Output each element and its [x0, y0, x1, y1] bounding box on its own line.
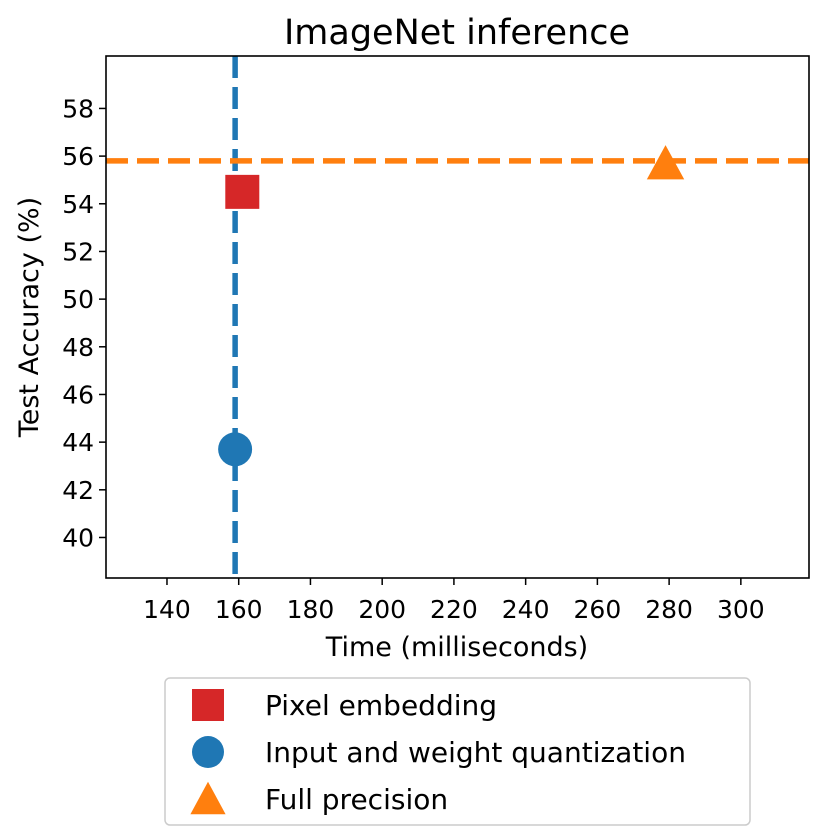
y-tick-label: 46 [62, 380, 94, 409]
x-tick-label: 140 [143, 595, 191, 624]
legend-label: Full precision [265, 783, 448, 816]
x-tick-label: 260 [574, 595, 622, 624]
y-axis: 40 42 44 46 48 50 52 54 56 58 [62, 94, 106, 552]
x-tick-label: 200 [358, 595, 406, 624]
x-tick-label: 280 [645, 595, 693, 624]
data-point-square [225, 174, 260, 209]
x-tick-label: 180 [287, 595, 335, 624]
plot-frame [105, 55, 810, 579]
x-tick-label: 160 [215, 595, 263, 624]
legend-label: Input and weight quantization [265, 736, 686, 769]
x-tick-label: 240 [502, 595, 550, 624]
x-tick-label: 300 [717, 595, 765, 624]
y-tick-label: 44 [62, 428, 94, 457]
legend-marker-triangle [190, 781, 226, 815]
data-markers [218, 145, 685, 467]
y-tick-label: 52 [62, 237, 94, 266]
data-point-triangle [646, 145, 685, 180]
x-tick-label: 220 [430, 595, 478, 624]
y-tick-label: 50 [62, 285, 94, 314]
x-axis-label: Time (milliseconds) [325, 632, 588, 663]
legend-marker-square [192, 689, 224, 721]
legend-box [164, 677, 751, 826]
y-tick-label: 48 [62, 333, 94, 362]
data-point-circle [218, 432, 253, 467]
y-tick-label: 56 [62, 142, 94, 171]
y-tick-label: 54 [62, 190, 94, 219]
y-axis-label: Test Accuracy (%) [14, 197, 45, 438]
y-tick-label: 40 [62, 523, 94, 552]
y-tick-label: 58 [62, 94, 94, 123]
legend-label: Pixel embedding [265, 689, 497, 722]
chart-title: ImageNet inference [284, 13, 630, 53]
y-tick-label: 42 [62, 476, 94, 505]
legend: Pixel embedding Input and weight quantiza… [164, 677, 751, 826]
legend-marker-circle [192, 736, 224, 768]
reference-lines [106, 56, 809, 578]
plot-area [105, 55, 810, 579]
x-axis: 140 160 180 200 220 240 260 280 300 [143, 578, 765, 624]
